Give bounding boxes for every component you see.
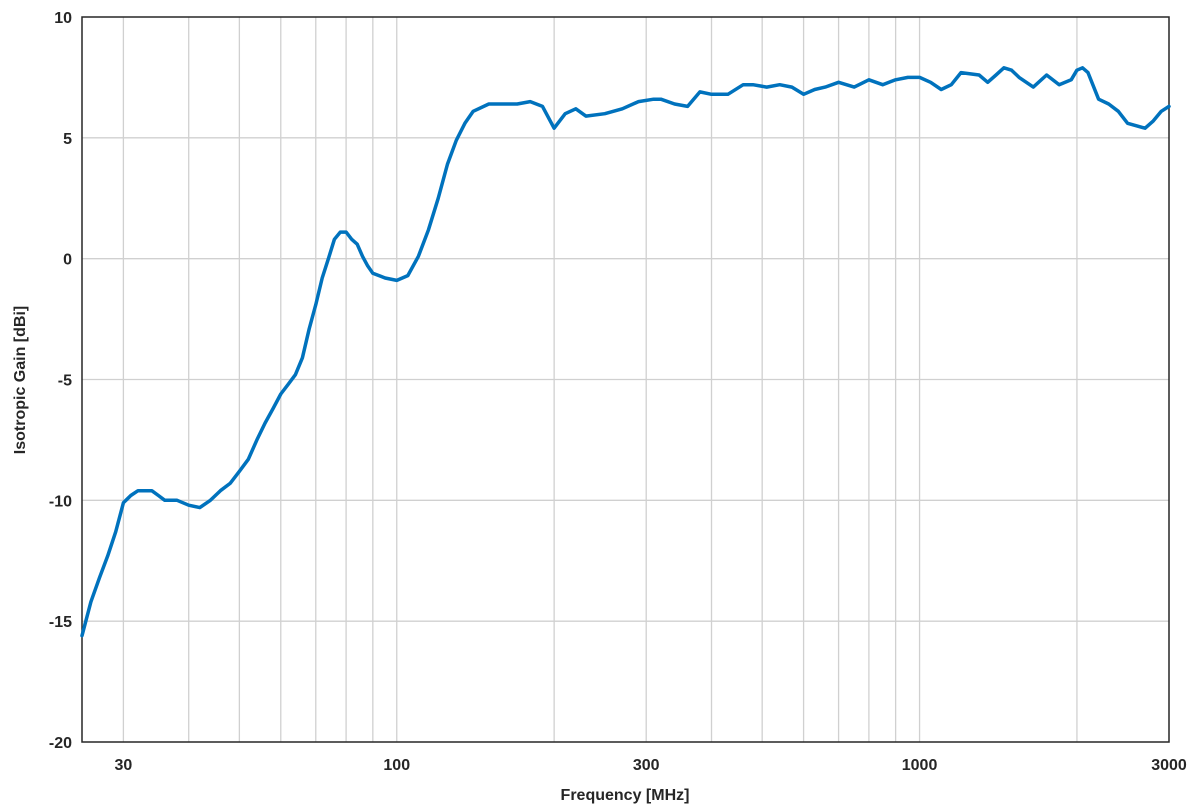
x-tick-labels: 30 100 300 1000 3000: [114, 757, 1186, 774]
y-tick-label: 0: [63, 252, 72, 269]
series-layer: [80, 66, 1171, 638]
y-axis-label: Isotropic Gain [dBi]: [12, 306, 29, 454]
y-tick-label: -5: [58, 373, 72, 390]
y-tick-label: -10: [49, 493, 72, 510]
y-tick-label: -15: [49, 614, 72, 631]
x-axis-label: Frequency [MHz]: [561, 787, 690, 804]
x-tick-label: 300: [633, 757, 660, 774]
y-tick-label: 10: [54, 10, 72, 27]
plot-frame: [81, 16, 1170, 743]
x-tick-label: 1000: [902, 757, 938, 774]
x-tick-label: 100: [383, 757, 410, 774]
x-tick-label: 30: [114, 757, 132, 774]
y-tick-label: 5: [63, 131, 72, 148]
series-line-0: [80, 66, 1171, 638]
y-tick-labels: -20 -15 -10 -5 0 5 10: [49, 10, 72, 752]
x-tick-label: 3000: [1151, 757, 1187, 774]
y-tick-label: -20: [49, 735, 72, 752]
grid-lines: [82, 17, 1169, 742]
